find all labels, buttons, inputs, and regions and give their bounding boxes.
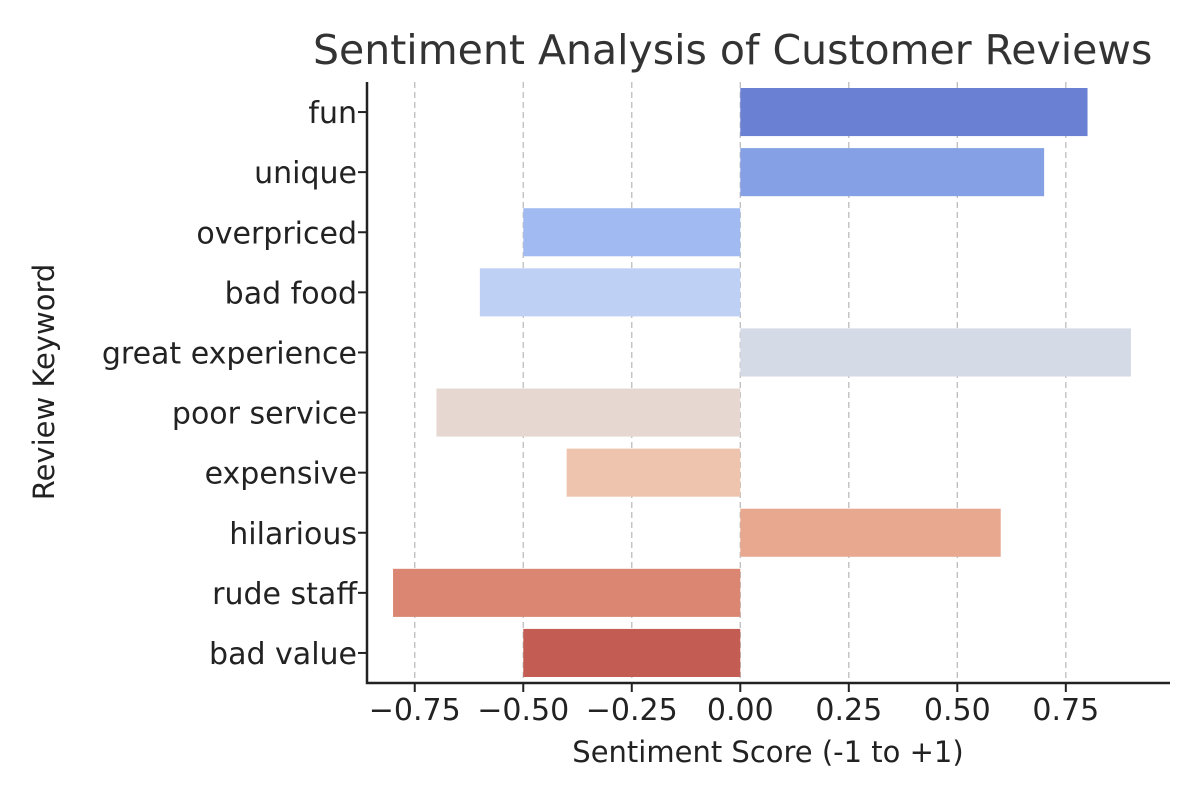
x-tick-label: −0.25 (586, 693, 678, 728)
x-tick-label: 0.25 (815, 693, 882, 728)
y-tick-label: fun (308, 96, 357, 131)
y-tick-label: great experience (102, 336, 357, 371)
bar-hilarious (740, 508, 1001, 557)
x-tick-label: −0.75 (369, 693, 461, 728)
axis-spines (365, 82, 1170, 685)
y-tick-label: rude staff (212, 577, 358, 612)
x-tick-label: 0.00 (707, 693, 774, 728)
y-tick-label: hilarious (229, 517, 357, 552)
y-tick-label: unique (254, 156, 357, 191)
y-tick-label: bad value (209, 637, 357, 672)
x-tick-label: −0.50 (477, 693, 569, 728)
bar-overpriced (523, 208, 741, 257)
bar-bad-food (479, 268, 741, 317)
x-tick-label: 0.75 (1032, 693, 1099, 728)
chart-title: Sentiment Analysis of Customer Reviews (313, 26, 1152, 74)
x-tick-label: 0.50 (924, 693, 991, 728)
bar-bad-value (523, 628, 741, 677)
x-axis-label: Sentiment Score (-1 to +1) (572, 735, 963, 769)
axes (358, 82, 1170, 692)
bar-rude-staff (393, 568, 741, 617)
bar-expensive (566, 448, 741, 497)
y-tick-label: poor service (172, 397, 357, 432)
y-axis-label: Review Keyword (27, 264, 61, 501)
bar-fun (740, 88, 1088, 137)
bar-unique (740, 148, 1045, 197)
y-tick-label: expensive (205, 457, 357, 492)
tick-labels: −0.75 −0.50 −0.25 0.00 0.25 0.50 0.75 fun unique… (102, 96, 1099, 728)
y-tick-label: overpriced (196, 216, 357, 251)
bar-great-experience (740, 328, 1131, 377)
bar-poor-service (436, 388, 741, 437)
y-tick-label: bad food (225, 276, 357, 311)
bars (393, 88, 1131, 677)
